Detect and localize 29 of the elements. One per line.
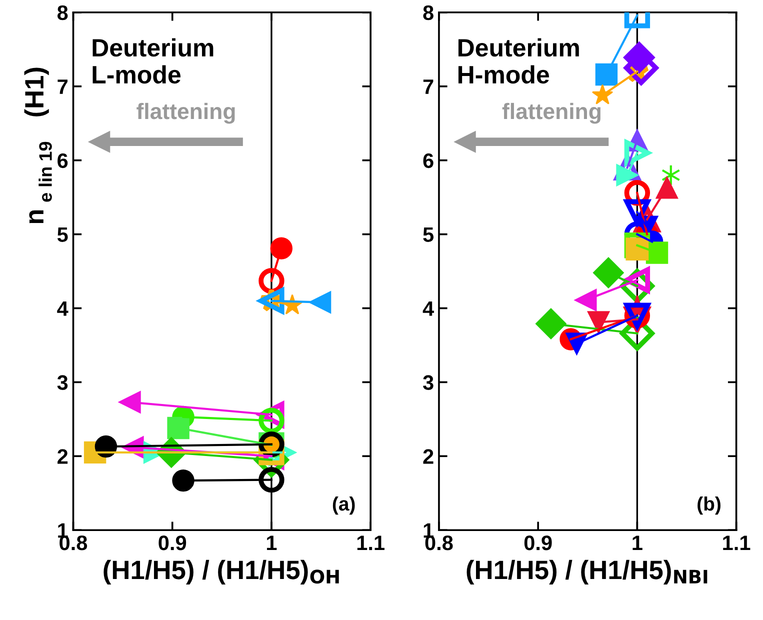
annotation: Deuterium L-mode bbox=[92, 38, 214, 84]
y-tick-label: 4 bbox=[422, 301, 434, 316]
y-tick-label: 5 bbox=[423, 227, 434, 242]
x-tick-label: 0.9 bbox=[524, 536, 552, 550]
annotation: (a) bbox=[332, 496, 355, 515]
y-tick-label: 7 bbox=[423, 80, 434, 94]
x-tick-label: 1 bbox=[266, 536, 277, 550]
y-tick-label: 6 bbox=[58, 153, 68, 168]
y-tick-label: 5 bbox=[57, 227, 68, 242]
y-tick-label: 7 bbox=[58, 80, 68, 94]
x-axis-title: (H1/H5) / (H1/H5)$_{NBI}$ bbox=[466, 560, 708, 585]
x-tick-label: 0.9 bbox=[158, 536, 186, 550]
x-axis-title: (H1/H5) / (H1/H5)$_{OH}$ bbox=[104, 560, 339, 585]
y-tick-label: 2 bbox=[423, 449, 434, 464]
y-tick-label: 4 bbox=[57, 301, 68, 316]
y-tick-label: 3 bbox=[422, 375, 434, 390]
x-tick-label: 1.1 bbox=[357, 536, 384, 550]
y-tick-label: 2 bbox=[58, 449, 68, 464]
annotation: flattening bbox=[502, 102, 600, 124]
annotation: Deuterium H-mode bbox=[458, 38, 579, 84]
text: ne lin 19(H1) bbox=[24, 68, 52, 224]
x-tick-label: 1.1 bbox=[723, 536, 750, 550]
x-tick-label: 1 bbox=[632, 536, 642, 550]
y-tick-label: 8 bbox=[423, 5, 434, 20]
y-tick-label: 6 bbox=[423, 153, 434, 168]
annotation: flattening bbox=[136, 102, 235, 124]
y-tick-label: 8 bbox=[57, 5, 68, 20]
y-tick-label: 3 bbox=[57, 375, 68, 390]
annotation: (b) bbox=[698, 496, 720, 515]
